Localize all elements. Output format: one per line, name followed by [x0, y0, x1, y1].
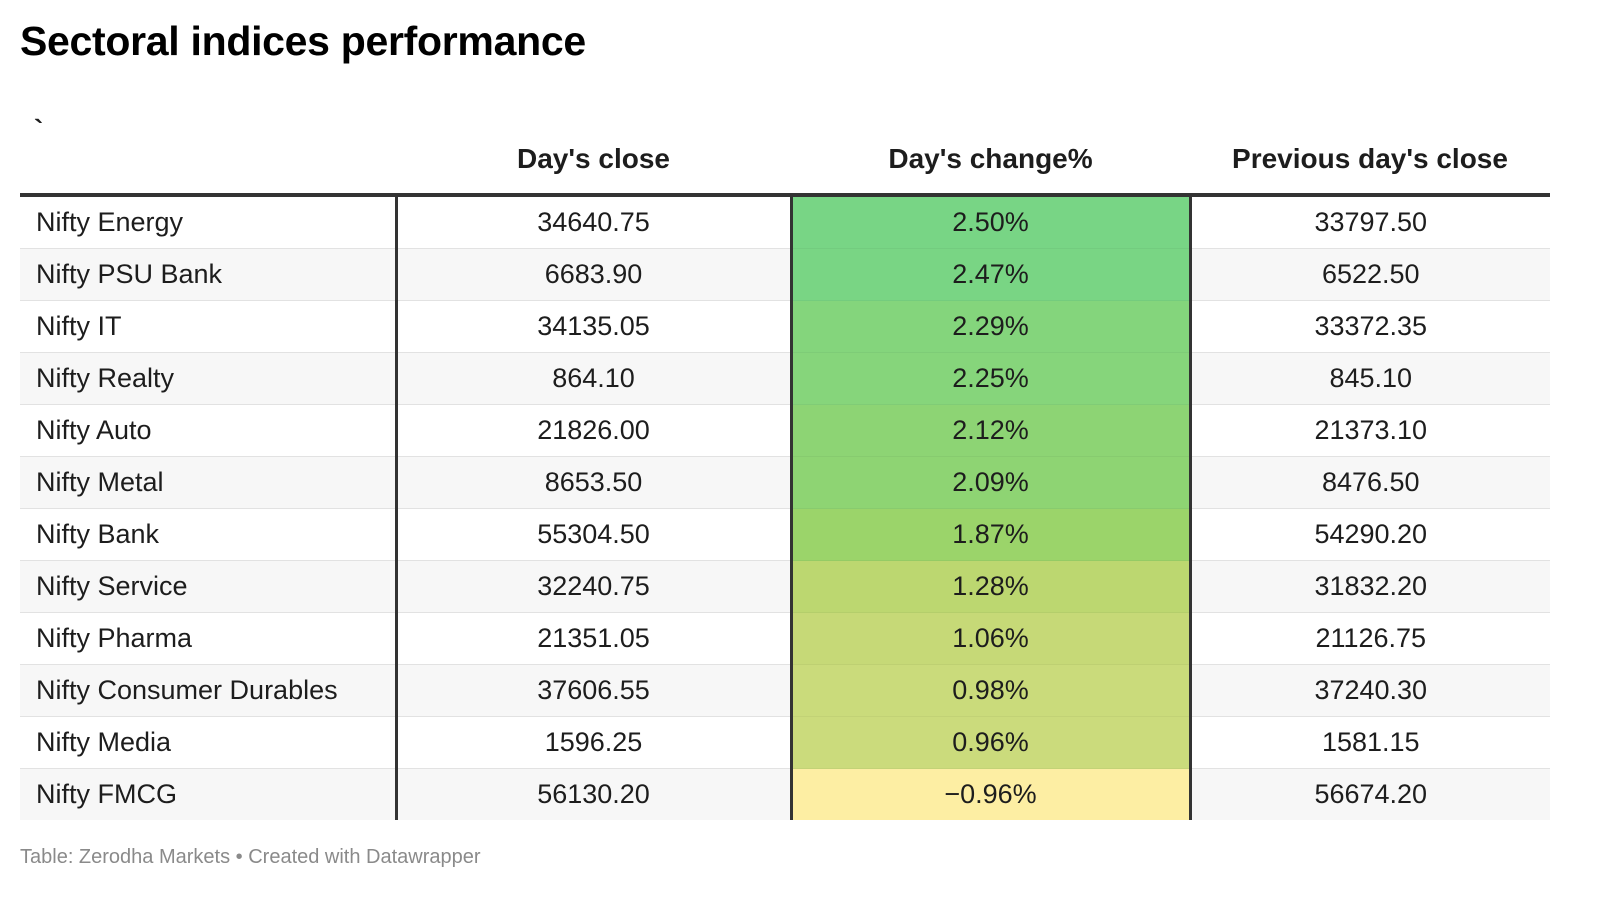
index-name-cell: Nifty Energy [20, 195, 398, 249]
index-name-cell: Nifty FMCG [20, 768, 398, 820]
previous-close-cell: 21373.10 [1190, 404, 1550, 457]
table-row: Nifty Metal 8653.50 2.09% 8476.50 [20, 456, 1550, 509]
previous-close-cell: 54290.20 [1190, 508, 1550, 561]
table-row: Nifty Consumer Durables 37606.55 0.98% 3724… [20, 664, 1550, 717]
days-change-cell: −0.96% [791, 768, 1192, 820]
days-close-cell: 6683.90 [396, 248, 793, 301]
days-close-cell: 1596.25 [396, 716, 793, 769]
previous-close-cell: 33797.50 [1190, 195, 1550, 249]
previous-close-cell: 1581.15 [1190, 716, 1550, 769]
table-body: Nifty Energy 34640.75 2.50% 33797.50 Nifty P… [20, 195, 1550, 820]
days-change-cell: 1.28% [791, 560, 1192, 613]
days-close-cell: 34640.75 [396, 195, 793, 249]
previous-close-cell: 33372.35 [1190, 300, 1550, 353]
previous-close-cell: 845.10 [1190, 352, 1550, 405]
previous-close-cell: 37240.30 [1190, 664, 1550, 717]
days-close-cell: 34135.05 [396, 300, 793, 353]
sector-table-container: ` Day's close Day's change% Previous day… [20, 108, 1550, 820]
index-name-cell: Nifty IT [20, 300, 398, 353]
index-name-cell: Nifty PSU Bank [20, 248, 398, 301]
days-close-cell: 8653.50 [396, 456, 793, 509]
previous-close-cell: 56674.20 [1190, 768, 1550, 820]
index-name-cell: Nifty Pharma [20, 612, 398, 665]
days-close-cell: 56130.20 [396, 768, 793, 820]
table-row: Nifty PSU Bank 6683.90 2.47% 6522.50 [20, 248, 1550, 301]
table-row: Nifty Service 32240.75 1.28% 31832.20 [20, 560, 1550, 613]
previous-close-cell: 31832.20 [1190, 560, 1550, 613]
index-name-cell: Nifty Consumer Durables [20, 664, 398, 717]
index-name-cell: Nifty Bank [20, 508, 398, 561]
previous-close-cell: 8476.50 [1190, 456, 1550, 509]
column-header-index: ` [20, 108, 396, 197]
header-row: ` Day's close Day's change% Previous day… [20, 108, 1550, 197]
days-close-cell: 21826.00 [396, 404, 793, 457]
index-name-cell: Nifty Realty [20, 352, 398, 405]
days-change-cell: 0.96% [791, 716, 1192, 769]
index-name-cell: Nifty Service [20, 560, 398, 613]
sector-table: ` Day's close Day's change% Previous day… [20, 108, 1550, 820]
days-change-cell: 1.06% [791, 612, 1192, 665]
days-close-cell: 864.10 [396, 352, 793, 405]
index-name-cell: Nifty Media [20, 716, 398, 769]
days-change-cell: 2.09% [791, 456, 1192, 509]
days-change-cell: 0.98% [791, 664, 1192, 717]
days-close-cell: 32240.75 [396, 560, 793, 613]
index-name-cell: Nifty Metal [20, 456, 398, 509]
days-close-cell: 37606.55 [396, 664, 793, 717]
days-change-cell: 2.50% [791, 195, 1192, 249]
days-change-cell: 2.12% [791, 404, 1192, 457]
source-note: Table: Zerodha Markets • Created with Da… [20, 846, 481, 868]
days-change-cell: 2.25% [791, 352, 1192, 405]
table-row: Nifty Bank 55304.50 1.87% 54290.20 [20, 508, 1550, 561]
previous-close-cell: 6522.50 [1190, 248, 1550, 301]
table-row: Nifty Auto 21826.00 2.12% 21373.10 [20, 404, 1550, 457]
table-header: ` Day's close Day's change% Previous day… [20, 108, 1550, 197]
page-title: Sectoral indices performance [20, 18, 586, 64]
column-header-days-close: Day's close [396, 108, 791, 197]
table-row: Nifty Media 1596.25 0.96% 1581.15 [20, 716, 1550, 769]
table-row: Nifty IT 34135.05 2.29% 33372.35 [20, 300, 1550, 353]
days-change-cell: 1.87% [791, 508, 1192, 561]
index-name-cell: Nifty Auto [20, 404, 398, 457]
days-change-cell: 2.29% [791, 300, 1192, 353]
table-row: Nifty FMCG 56130.20 −0.96% 56674.20 [20, 768, 1550, 820]
table-row: Nifty Realty 864.10 2.25% 845.10 [20, 352, 1550, 405]
column-header-days-change: Day's change% [791, 108, 1190, 197]
days-close-cell: 55304.50 [396, 508, 793, 561]
table-row: Nifty Pharma 21351.05 1.06% 21126.75 [20, 612, 1550, 665]
table-row: Nifty Energy 34640.75 2.50% 33797.50 [20, 195, 1550, 249]
days-close-cell: 21351.05 [396, 612, 793, 665]
days-change-cell: 2.47% [791, 248, 1192, 301]
previous-close-cell: 21126.75 [1190, 612, 1550, 665]
column-header-previous-close: Previous day's close [1190, 108, 1550, 197]
